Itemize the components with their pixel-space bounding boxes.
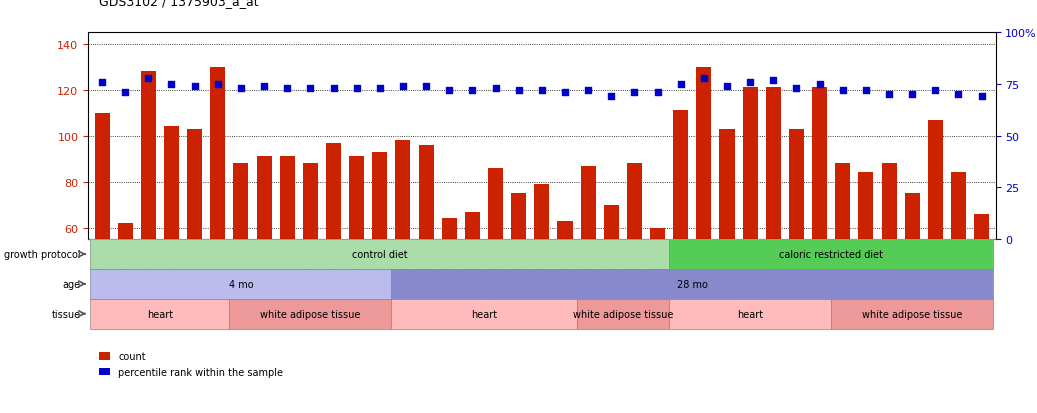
Point	[765, 77, 782, 84]
Bar	[141, 72, 156, 240]
Text: percentile rank within the sample: percentile rank within the sample	[118, 367, 283, 377]
Text: heart: heart	[737, 309, 763, 319]
Point	[326, 85, 342, 92]
Text: GDS3102 / 1375903_a_at: GDS3102 / 1375903_a_at	[99, 0, 258, 8]
Bar	[280, 157, 295, 240]
Text: caloric restricted diet: caloric restricted diet	[779, 249, 884, 259]
Point	[858, 88, 874, 94]
Bar	[349, 157, 364, 240]
Point	[904, 92, 921, 98]
Point	[302, 85, 318, 92]
Bar	[372, 152, 388, 240]
Text: age: age	[63, 279, 81, 289]
Bar	[673, 111, 689, 240]
Bar	[442, 219, 456, 240]
Point	[602, 94, 619, 100]
Point	[672, 81, 689, 88]
Bar	[650, 228, 665, 240]
Bar	[604, 205, 619, 240]
Bar	[789, 129, 804, 240]
Point	[880, 92, 897, 98]
Bar	[835, 164, 850, 240]
Text: white adipose tissue: white adipose tissue	[572, 309, 673, 319]
Bar	[256, 157, 272, 240]
Point	[163, 81, 179, 88]
Point	[487, 85, 504, 92]
Point	[465, 88, 481, 94]
Point	[209, 81, 226, 88]
Bar	[859, 173, 873, 240]
Text: white adipose tissue: white adipose tissue	[260, 309, 361, 319]
Bar	[951, 173, 966, 240]
Point	[371, 85, 388, 92]
Point	[140, 75, 157, 82]
Point	[950, 92, 966, 98]
Bar	[765, 88, 781, 240]
Text: tissue: tissue	[52, 309, 81, 319]
Bar	[94, 113, 110, 240]
Point	[510, 88, 527, 94]
Point	[811, 81, 828, 88]
Point	[533, 88, 550, 94]
Bar	[465, 212, 480, 240]
Point	[232, 85, 249, 92]
Bar	[303, 164, 318, 240]
Bar	[558, 221, 572, 240]
Point	[974, 94, 990, 100]
Point	[117, 90, 134, 96]
Bar	[904, 194, 920, 240]
Text: heart: heart	[471, 309, 497, 319]
Text: heart: heart	[147, 309, 173, 319]
Bar	[488, 169, 503, 240]
Point	[279, 85, 296, 92]
Point	[395, 83, 412, 90]
Bar	[187, 129, 202, 240]
Bar	[812, 88, 828, 240]
Point	[256, 83, 273, 90]
Bar	[395, 141, 411, 240]
Text: 28 mo: 28 mo	[677, 279, 707, 289]
Bar	[881, 164, 897, 240]
Point	[93, 79, 110, 86]
Bar	[742, 88, 758, 240]
Bar	[928, 120, 943, 240]
Bar	[117, 223, 133, 240]
Point	[348, 85, 365, 92]
Bar	[164, 127, 179, 240]
Bar	[419, 145, 433, 240]
Point	[719, 83, 735, 90]
Bar	[233, 164, 249, 240]
Point	[927, 88, 944, 94]
Point	[741, 79, 758, 86]
Bar	[534, 185, 550, 240]
Point	[835, 88, 851, 94]
Text: 4 mo: 4 mo	[228, 279, 253, 289]
Bar	[581, 166, 595, 240]
Text: white adipose tissue: white adipose tissue	[862, 309, 962, 319]
Text: control diet: control diet	[352, 249, 408, 259]
Bar	[974, 214, 989, 240]
Point	[418, 83, 435, 90]
Point	[696, 75, 712, 82]
Text: count: count	[118, 351, 145, 361]
Point	[557, 90, 573, 96]
Bar	[627, 164, 642, 240]
Bar	[696, 67, 711, 240]
Bar	[326, 143, 341, 240]
Point	[187, 83, 203, 90]
Point	[626, 90, 643, 96]
Point	[649, 90, 666, 96]
Point	[441, 88, 457, 94]
Point	[580, 88, 596, 94]
Bar	[511, 194, 526, 240]
Text: growth protocol: growth protocol	[4, 249, 81, 259]
Bar	[211, 67, 225, 240]
Bar	[720, 129, 734, 240]
Point	[788, 85, 805, 92]
